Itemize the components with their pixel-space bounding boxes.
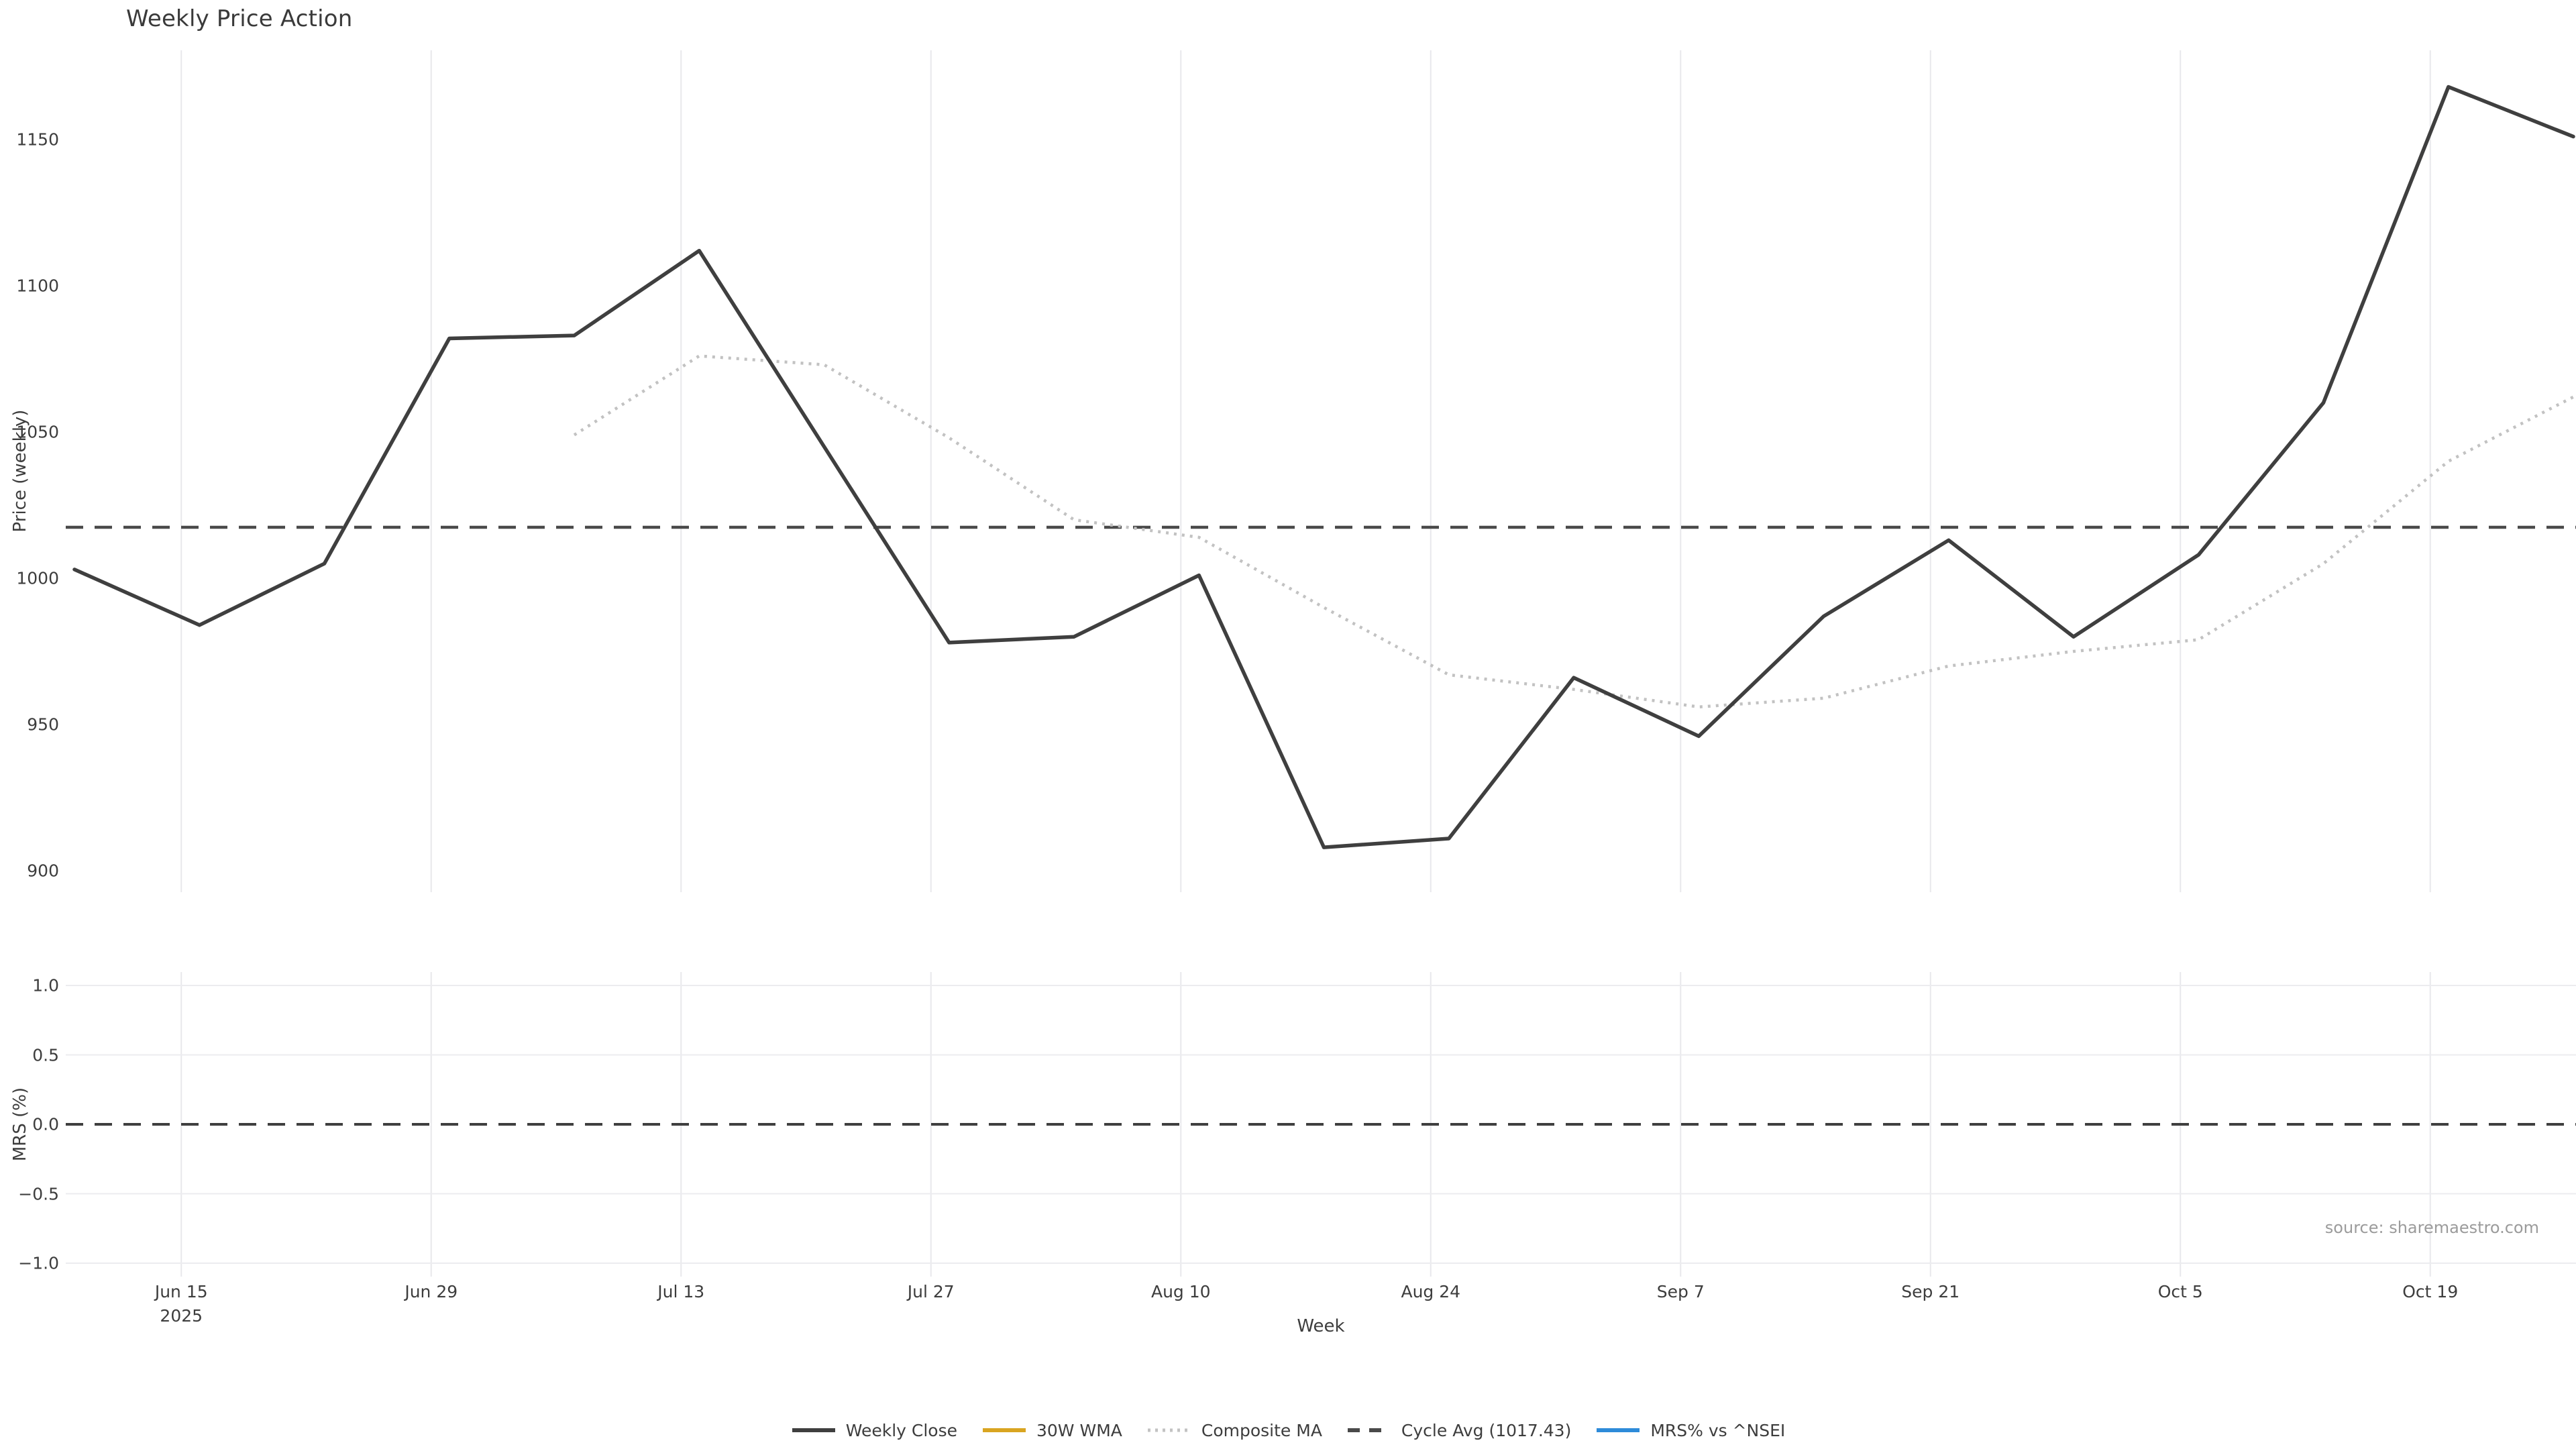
x-tick-date: Aug 10 [1150,1282,1211,1301]
legend-label: Composite MA [1201,1420,1322,1440]
mrs-tick-label: 0.5 [32,1045,59,1065]
mrs-tick-label: 1.0 [32,975,59,996]
legend-item: Cycle Avg (1017.43) [1346,1421,1571,1440]
price-plot-area [66,50,2576,892]
legend-swatch-dashed-icon [1347,1428,1391,1432]
legend-label: Weekly Close [845,1420,957,1440]
x-tick-date: Sep 21 [1901,1282,1960,1301]
legend-item: 30W WMA [981,1421,1122,1440]
legend: Weekly Close 30W WMA Composite MA Cycle Avg… [0,1415,2576,1445]
x-tick-date: Aug 24 [1401,1282,1461,1301]
x-tick-label: Oct 19 [2402,1280,2458,1304]
composite-ma-line [573,354,2575,709]
weekly-close-line [72,85,2575,849]
legend-swatch-solid-icon [983,1428,1026,1432]
x-tick-year: 2025 [160,1306,203,1326]
legend-item: MRS% vs ^NSEI [1595,1421,1785,1440]
chart-title: Weekly Price Action [126,5,353,32]
legend-swatch-solid-icon [792,1428,835,1432]
legend-swatch-solid-icon [1597,1428,1640,1432]
x-tick-date: Jul 27 [907,1282,955,1301]
price-tick-label: 1100 [16,276,59,296]
x-tick-label: Jul 27 [908,1280,955,1304]
x-axis-label: Week [1297,1316,1345,1336]
price-tick-label: 900 [27,861,59,881]
legend-item: Weekly Close [791,1421,957,1440]
x-tick-label: Sep 7 [1657,1280,1705,1304]
mrs-tick-label: 0.0 [32,1114,59,1134]
price-tick-label: 1050 [16,422,59,442]
mrs-tick-label: −1.0 [18,1253,59,1273]
x-tick-date: Oct 19 [2402,1282,2459,1301]
legend-label: MRS% vs ^NSEI [1650,1420,1786,1440]
x-tick-label: Sep 21 [1901,1280,1960,1304]
price-tick-label: 950 [27,714,59,735]
price-tick-label: 1150 [16,129,59,150]
price-tick-label: 1000 [16,568,59,588]
x-tick-label: Jul 13 [657,1280,704,1304]
x-tick-date: Oct 5 [2157,1282,2203,1301]
x-tick-date: Jun 15 [154,1282,208,1301]
legend-label: Cycle Avg (1017.43) [1401,1420,1572,1440]
mrs-plot-area [66,972,2576,1277]
source-note: source: sharemaestro.com [2324,1218,2539,1237]
x-tick-label: Aug 10 [1151,1280,1211,1304]
x-tick-label: Jun 29 [405,1280,458,1304]
legend-swatch-dotted-icon [1147,1428,1191,1432]
x-tick-date: Sep 7 [1656,1282,1705,1301]
mrs-tick-label: −0.5 [18,1184,59,1203]
x-tick-label: Jun 15 2025 [155,1280,208,1328]
x-tick-date: Jun 29 [405,1282,458,1301]
legend-item: Composite MA [1146,1421,1322,1440]
x-tick-date: Jul 13 [657,1282,705,1301]
x-tick-label: Aug 24 [1401,1280,1460,1304]
x-tick-label: Oct 5 [2158,1280,2203,1304]
legend-label: 30W WMA [1036,1420,1122,1440]
